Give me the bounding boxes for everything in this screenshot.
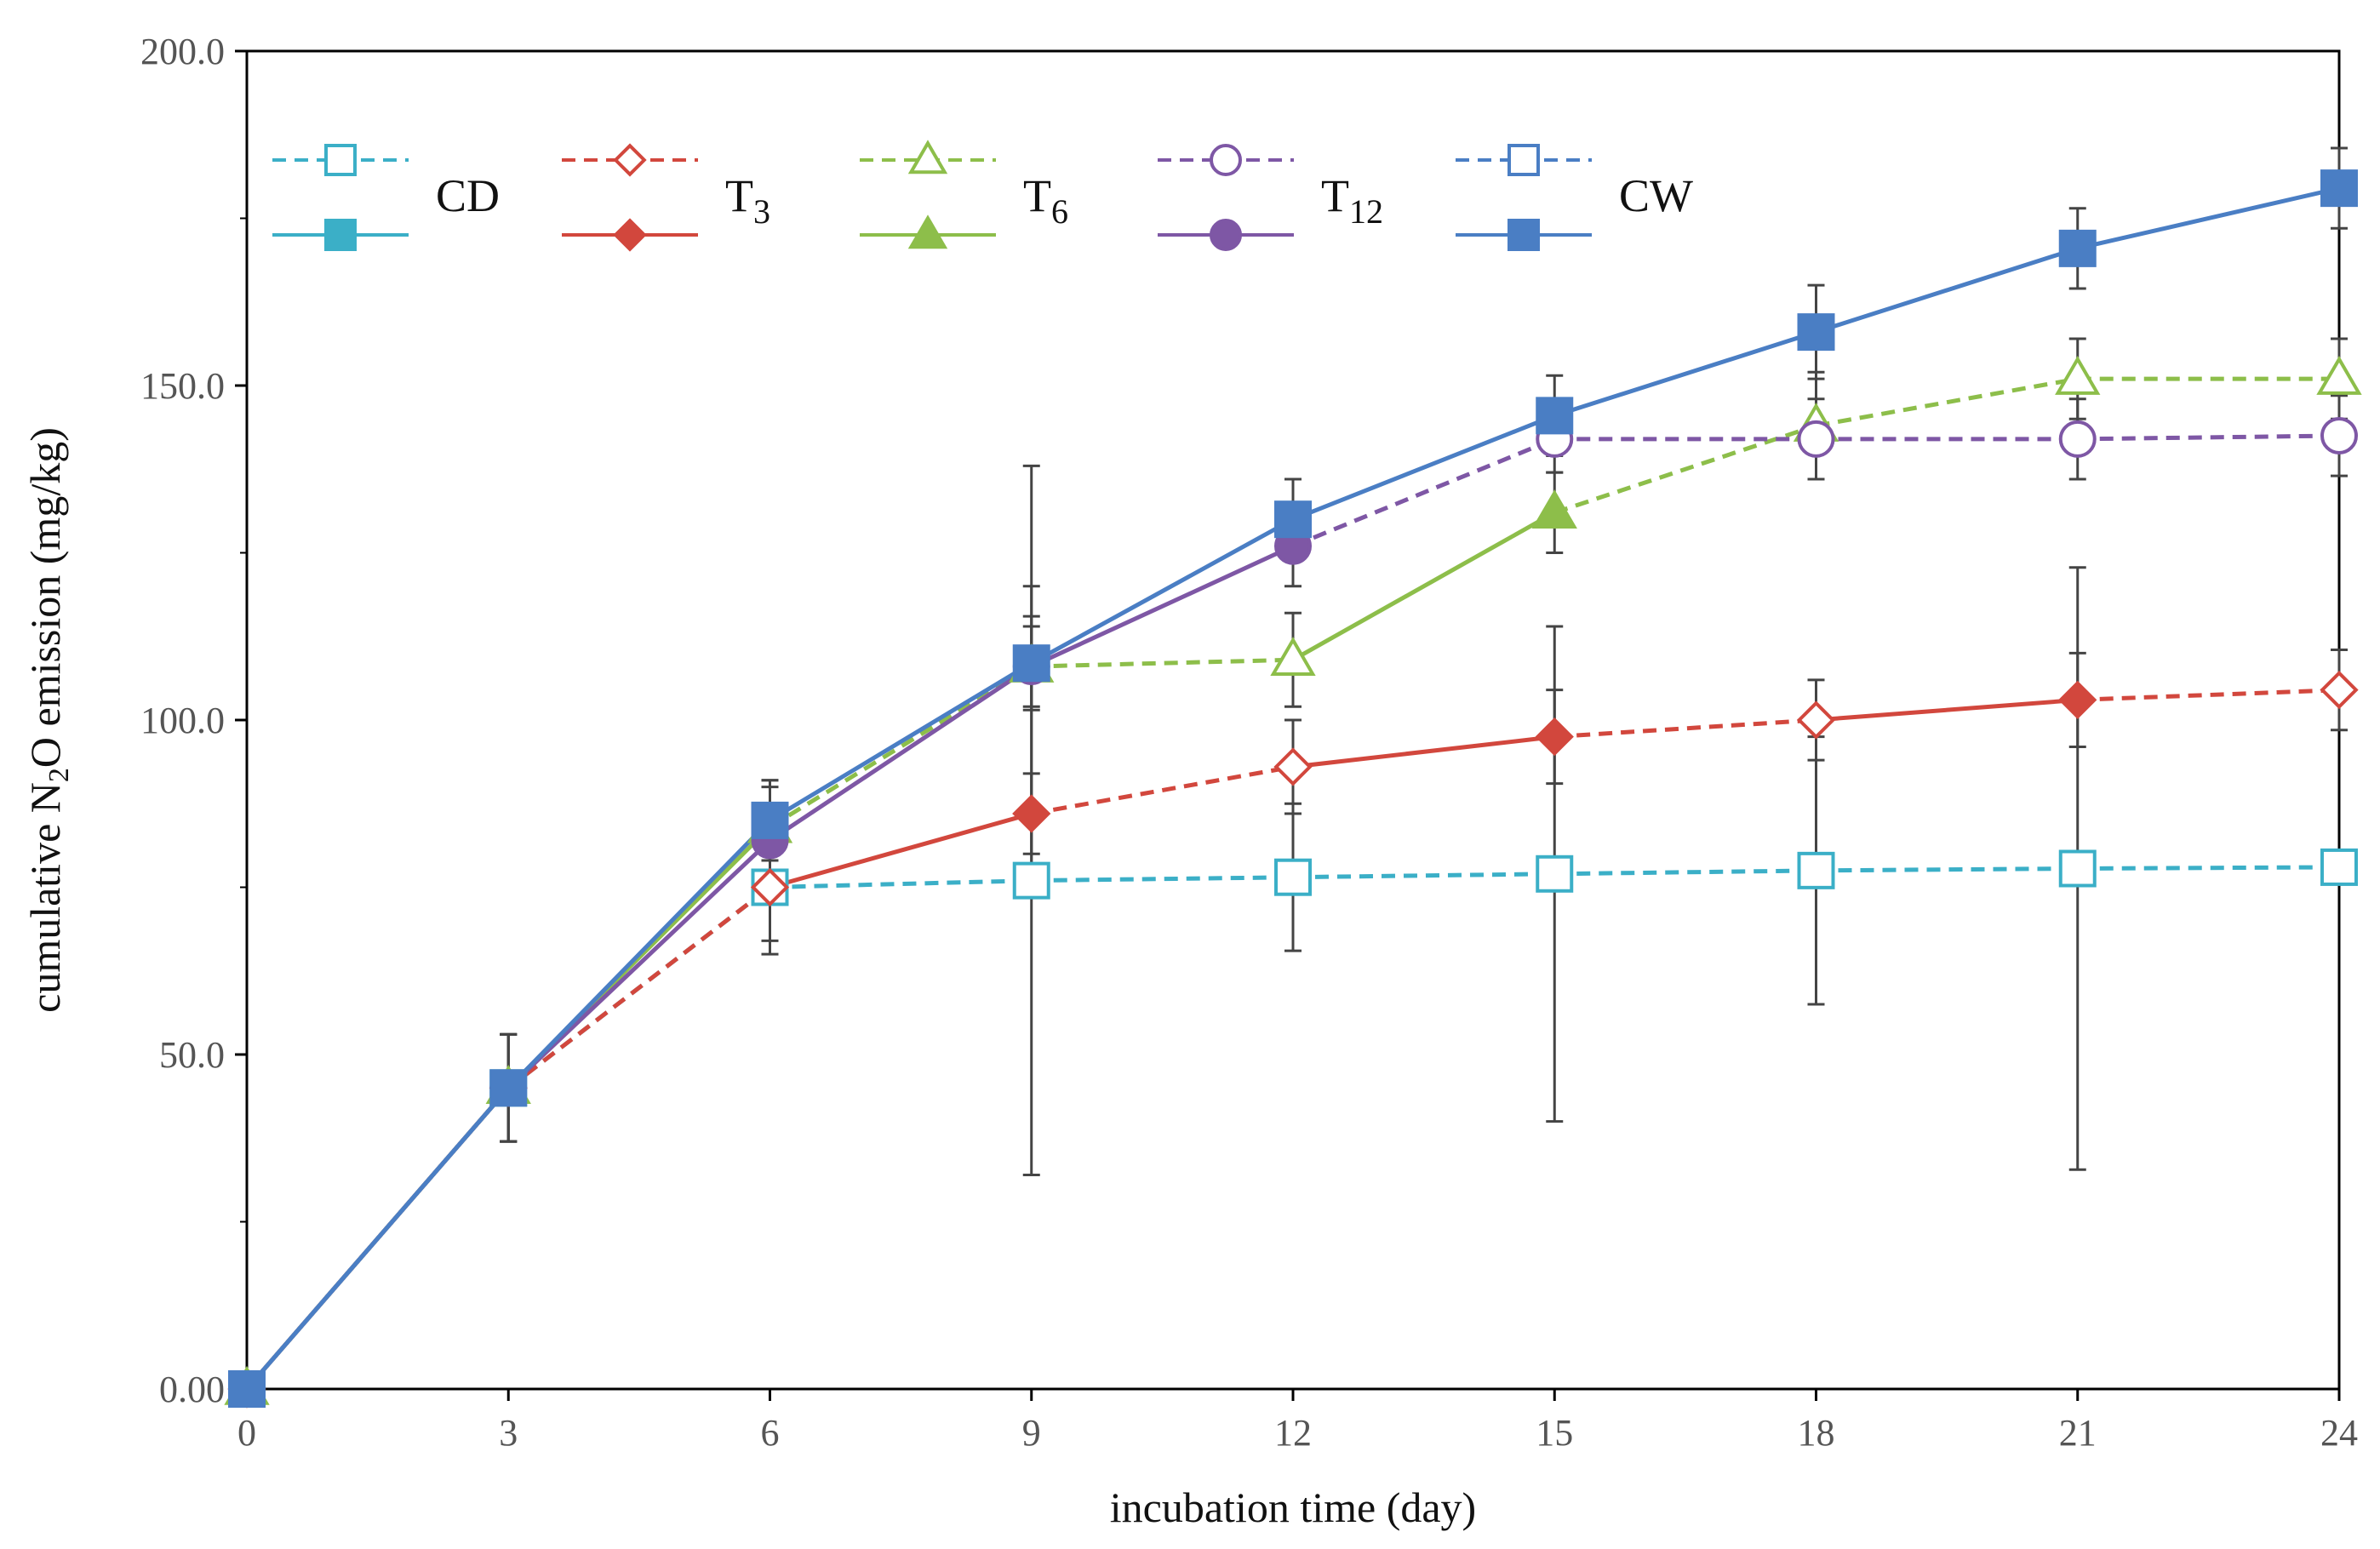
data-point-t3	[1012, 794, 1051, 833]
data-point-t6	[1270, 637, 1316, 676]
series-line-t6	[1553, 423, 1817, 515]
series-line-t3	[1554, 717, 1816, 740]
data-point-t3	[750, 867, 790, 907]
series-line-cd	[2077, 865, 2340, 871]
series-line-t3	[769, 811, 1033, 889]
data-point-cw	[2058, 229, 2097, 267]
data-point-cw	[2320, 169, 2358, 208]
x-tick-label: 12	[1274, 1412, 1312, 1454]
series-line-t12	[506, 838, 772, 1090]
y-tick-label: 100.0	[140, 700, 225, 741]
data-point-cd	[1274, 858, 1312, 896]
data-point-cw	[489, 1069, 528, 1107]
data-point-cd	[2058, 849, 2097, 888]
series-line-cw	[2077, 186, 2340, 251]
x-tick-label: 24	[2320, 1412, 2358, 1454]
series-line-cd	[1816, 866, 2078, 873]
y-tick-label: 200.0	[140, 31, 225, 72]
x-tick-label: 15	[1536, 1412, 1573, 1454]
series-line-t12	[2077, 433, 2340, 442]
series-line-t3	[1816, 697, 2078, 723]
data-point-t6	[2316, 355, 2362, 395]
y-tick-label: 0.00	[159, 1369, 225, 1410]
series-line-cw	[1292, 414, 1556, 522]
legend-marker-filled	[1508, 219, 1540, 251]
series-line-t3	[506, 885, 772, 1090]
legend-marker-filled	[324, 219, 357, 251]
series-line-cd	[1554, 868, 1816, 877]
legend-label: T6	[1023, 170, 1068, 231]
data-point-cw	[1536, 397, 1574, 435]
series-line-t6	[1816, 376, 2079, 428]
data-point-t3	[2320, 671, 2359, 710]
legend-marker-filled	[907, 214, 948, 249]
legend-marker-hollow	[1508, 144, 1540, 176]
series-line-t12	[1292, 437, 1556, 548]
data-point-t3	[1273, 747, 1313, 786]
data-point-t12	[1797, 420, 1835, 458]
data-point-cd	[1012, 861, 1050, 900]
data-point-cd	[2320, 848, 2358, 886]
data-point-t12	[2320, 416, 2358, 454]
series-line-cw	[1815, 246, 2079, 334]
x-tick-label: 0	[237, 1412, 256, 1454]
series-line-t6	[1031, 657, 1294, 669]
series-line-t6	[1291, 511, 1556, 662]
x-tick-label: 21	[2059, 1412, 2097, 1454]
x-tick-label: 18	[1798, 1412, 1835, 1454]
data-point-t6	[2055, 355, 2101, 395]
legend-marker-hollow	[613, 143, 647, 177]
legend-label: CD	[436, 170, 500, 221]
series-line-cw	[506, 819, 772, 1090]
legend-label: CW	[1619, 170, 1693, 221]
legend-marker-hollow	[907, 140, 948, 174]
series-line-cw	[769, 661, 1033, 823]
series-line-cw	[1553, 329, 1817, 418]
legend-marker-hollow	[324, 144, 357, 176]
series-line-t12	[769, 665, 1033, 843]
series-line-t3	[1031, 764, 1294, 816]
series-line-t12	[1030, 544, 1295, 669]
x-tick-label: 3	[499, 1412, 518, 1454]
legend-label: T3	[725, 170, 770, 231]
data-point-t12	[2058, 420, 2097, 458]
series-line-cw	[1030, 517, 1295, 666]
data-point-cw	[1012, 644, 1050, 683]
y-tick-label: 50.0	[159, 1034, 225, 1076]
series-line-t3	[1292, 734, 1555, 769]
data-point-cw	[751, 801, 789, 839]
legend-marker-hollow	[1210, 144, 1242, 176]
x-tick-label: 9	[1022, 1412, 1041, 1454]
x-tick-label: 6	[761, 1412, 780, 1454]
data-point-t3	[1535, 717, 1574, 757]
data-point-cd	[1536, 855, 1574, 893]
series-line-cd	[1292, 872, 1555, 880]
data-point-t3	[1796, 700, 1836, 740]
data-point-cw	[1797, 313, 1835, 352]
legend-marker-filled	[613, 218, 647, 252]
data-point-t3	[2058, 680, 2097, 720]
data-point-cw	[228, 1370, 266, 1408]
y-tick-label: 150.0	[140, 365, 225, 407]
series-line-cd	[769, 878, 1032, 889]
series-line-cw	[245, 1086, 511, 1391]
legend-label: T12	[1321, 170, 1383, 231]
series-line-t3	[2077, 688, 2340, 702]
data-point-cd	[1797, 851, 1835, 889]
data-point-cw	[1274, 500, 1312, 539]
y-axis-title: cumulative N2O emission (mg/kg)	[21, 427, 75, 1013]
x-axis-title: incubation time (day)	[1110, 1483, 1476, 1531]
series-line-cd	[1031, 875, 1294, 883]
data-point-t6	[1531, 489, 1577, 529]
legend-marker-filled	[1210, 219, 1242, 251]
